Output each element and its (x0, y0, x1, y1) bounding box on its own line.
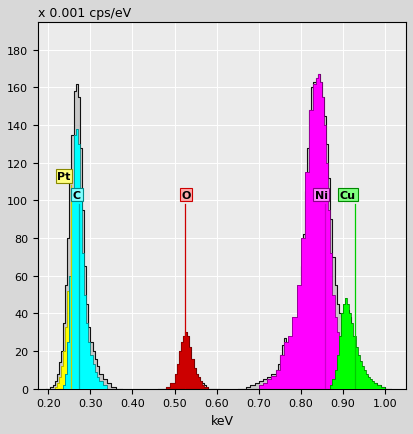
Polygon shape (259, 75, 363, 389)
Polygon shape (330, 299, 389, 389)
Text: C: C (73, 191, 81, 201)
Polygon shape (238, 75, 392, 389)
Polygon shape (46, 85, 122, 389)
Text: x 0.001 cps/eV: x 0.001 cps/eV (38, 7, 131, 20)
Polygon shape (158, 332, 219, 389)
Text: Pt: Pt (57, 171, 71, 181)
Polygon shape (162, 332, 210, 389)
Polygon shape (55, 280, 97, 389)
Polygon shape (63, 130, 109, 389)
Text: O: O (181, 191, 191, 201)
Text: Ni: Ni (315, 191, 328, 201)
X-axis label: keV: keV (211, 414, 233, 427)
Text: Cu: Cu (340, 191, 356, 201)
